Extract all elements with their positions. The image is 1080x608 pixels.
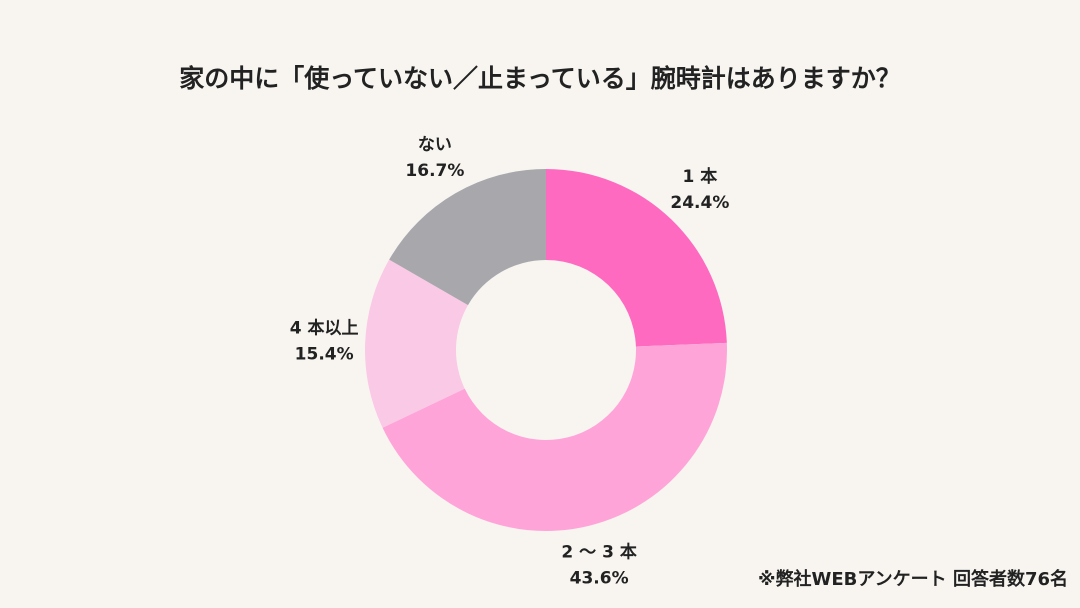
donut-slice (382, 342, 727, 532)
chart-title: 家の中に「使っていない／止まっている」腕時計はありますか？ (179, 64, 901, 93)
slice-label: ない (418, 135, 452, 155)
donut-slice (546, 169, 727, 347)
slice-label: 2 〜 3 本 (561, 542, 636, 563)
value-label: 43.6% (570, 569, 629, 589)
donut-slice (365, 259, 469, 428)
value-label: 15.4% (295, 344, 354, 364)
value-label: 24.4% (670, 193, 729, 213)
note: ※弊社WEBアンケート 回答者数76名 (758, 568, 1068, 590)
value-label: 16.7% (405, 161, 464, 181)
slice-label: 1 本 (682, 166, 717, 187)
slice-label: 4 本以上 (290, 317, 359, 338)
donut-slice (389, 169, 546, 306)
